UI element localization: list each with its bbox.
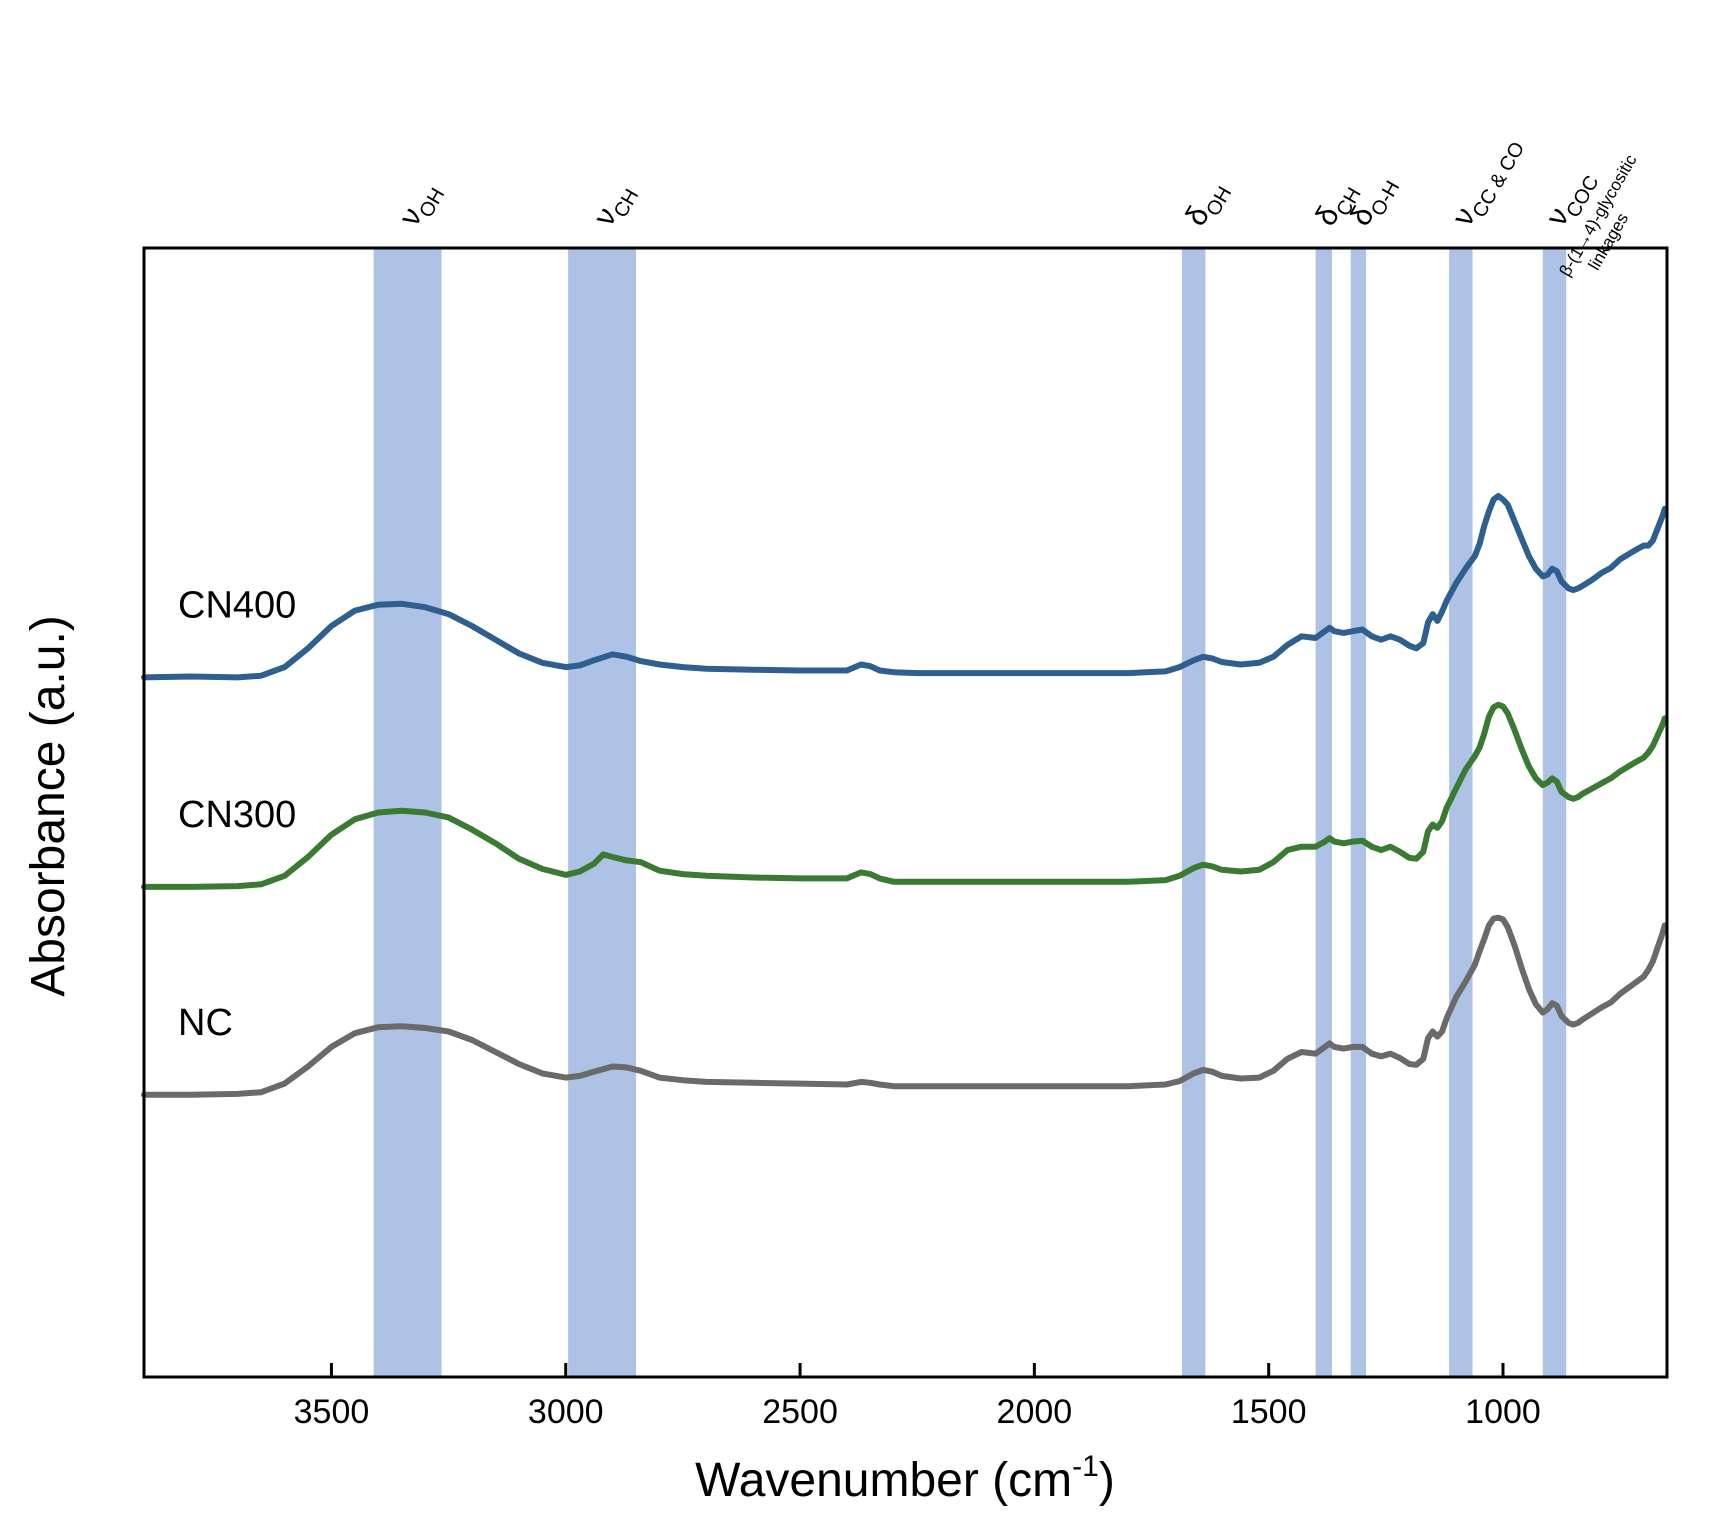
x-axis-ticks: 3500 3000 2500 2000 1500 1000 (294, 1363, 1541, 1431)
x-tick-label-3000: 3000 (528, 1393, 604, 1431)
band-label-text-ch-stretch: νCH (588, 177, 644, 235)
band-label-oh-bend-2: δO-H (1344, 169, 1404, 235)
band-label-text-cc-co-stretch: νCC & CO (1446, 130, 1529, 235)
band-label-text-oh-stretch: νOH (393, 176, 449, 234)
series-line-cn300 (141, 701, 1668, 890)
series-line-cn400 (141, 493, 1668, 681)
band-oh-bend-2 (1350, 248, 1367, 1377)
x-tick-label-3500: 3500 (294, 1393, 370, 1431)
y-axis-title: Absorbance (a.u.) (22, 615, 75, 997)
x-axis-title-main: Wavenumber (cm (695, 1454, 1072, 1507)
band-label-oh-stretch: νOH (393, 176, 449, 234)
plot-frame (142, 246, 1669, 1379)
x-tick-label-1000: 1000 (1465, 1393, 1541, 1431)
x-axis-title: Wavenumber (cm-1) (695, 1450, 1115, 1507)
band-label-cc-co-stretch: νCC & CO (1446, 130, 1529, 235)
band-label-text-oh-bend-2: δO-H (1344, 169, 1404, 235)
x-tick-label-2000: 2000 (997, 1393, 1073, 1431)
band-label-oh-bend: δOH (1179, 175, 1236, 235)
band-ch-stretch (568, 248, 637, 1377)
series-line-nc (141, 914, 1668, 1098)
x-axis-title-superscript: -1 (1072, 1450, 1099, 1483)
band-coc-stretch (1542, 248, 1567, 1377)
series-name-cn400: CN400 (178, 584, 296, 626)
series-layer (141, 493, 1668, 1098)
band-label-text-oh-bend: δOH (1179, 175, 1236, 235)
series-name-nc: NC (178, 1002, 233, 1044)
band-oh-bend (1181, 248, 1206, 1377)
series-name-layer: CN400 CN300 NC (178, 584, 296, 1043)
series-name-cn300: CN300 (178, 794, 296, 836)
band-layer (373, 248, 1567, 1377)
x-tick-label-1500: 1500 (1231, 1393, 1307, 1431)
band-cc-co-stretch (1449, 248, 1473, 1377)
band-subscript: CC & CO (1469, 138, 1530, 221)
band-label-ch-stretch: νCH (588, 177, 644, 235)
band-ch-bend (1315, 248, 1332, 1377)
x-axis-title-close: ) (1099, 1454, 1115, 1507)
x-tick-label-2500: 2500 (762, 1393, 838, 1431)
